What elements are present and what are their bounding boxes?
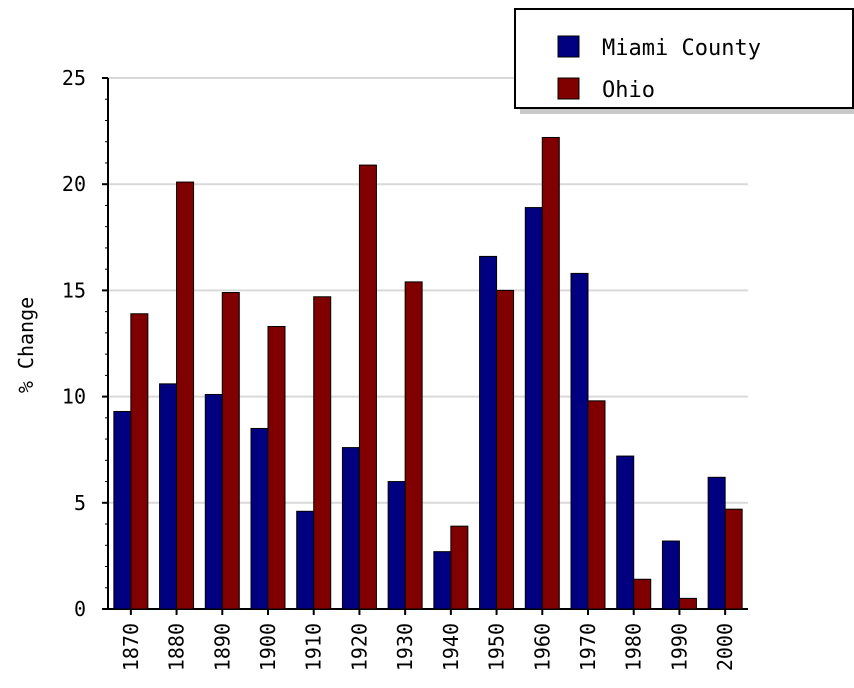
bar-miami-county-2000 [707,476,726,610]
x-tick-label: 1920 [347,623,371,671]
bar-miami-county-1880 [159,383,178,610]
x-tick-label: 1950 [485,623,509,671]
bar-ohio-1990 [678,597,697,610]
x-tick-label: 1970 [576,623,600,671]
y-axis-label: % Change [14,297,38,393]
y-tick-label: 10 [62,385,86,409]
bar-ohio-1950 [496,289,515,610]
gridlines [108,77,748,504]
x-tick-label: 1960 [530,623,554,671]
x-tick-label: 1900 [256,623,280,671]
bar-ohio-1930 [404,281,423,610]
bar-miami-county-1970 [570,272,589,610]
bar-miami-county-1920 [341,447,360,610]
x-tick-label: 1870 [119,623,143,671]
legend-label-ohio: Ohio [602,78,655,103]
y-tick-label: 15 [62,278,86,302]
bar-ohio-1970 [587,400,606,610]
y-tick-label: 0 [74,597,86,621]
bar-miami-county-1870 [113,410,132,610]
bar-ohio-1870 [130,313,149,610]
x-tick-label: 1930 [393,623,417,671]
bar-miami-county-1940 [433,551,452,610]
bar-ohio-1940 [450,525,469,610]
bar-ohio-1960 [541,136,560,610]
x-tick-label: 1890 [210,623,234,671]
x-tick-label: 1880 [165,623,189,671]
tick-labels: 0 5 10 15 20 25 1870 1880 1890 1900 1910 1920 1930 19… [62,66,737,671]
legend-swatch-ohio [557,77,580,100]
legend: Miami County Ohio [514,8,854,114]
bar-miami-county-1890 [204,393,223,610]
y-tick-label: 20 [62,172,86,196]
x-tick-label: 1980 [622,623,646,671]
bar-miami-county-1990 [661,540,680,610]
bar-miami-county-1930 [387,481,406,610]
legend-label-miami-county: Miami County [602,36,761,61]
bar-miami-county-1980 [616,455,635,610]
x-tick-label: 2000 [713,623,737,671]
y-tick-label: 25 [62,66,86,90]
bar-miami-county-1960 [524,207,543,610]
bar-ohio-1910 [313,296,332,610]
x-tick-label: 1990 [667,623,691,671]
y-tick-label: 5 [74,491,86,515]
bar-ohio-2000 [724,508,743,610]
x-tick-label: 1910 [302,623,326,671]
legend-swatch-miami-county [557,35,580,58]
bar-ohio-1920 [358,164,377,610]
bars [113,136,743,610]
bar-ohio-1980 [633,578,652,610]
bar-miami-county-1900 [250,427,269,610]
bar-miami-county-1950 [479,255,498,610]
bar-ohio-1900 [267,326,286,610]
bar-miami-county-1910 [296,510,315,610]
axes [102,77,748,615]
bar-ohio-1890 [221,292,240,610]
x-tick-label: 1940 [439,623,463,671]
bar-ohio-1880 [176,181,195,610]
